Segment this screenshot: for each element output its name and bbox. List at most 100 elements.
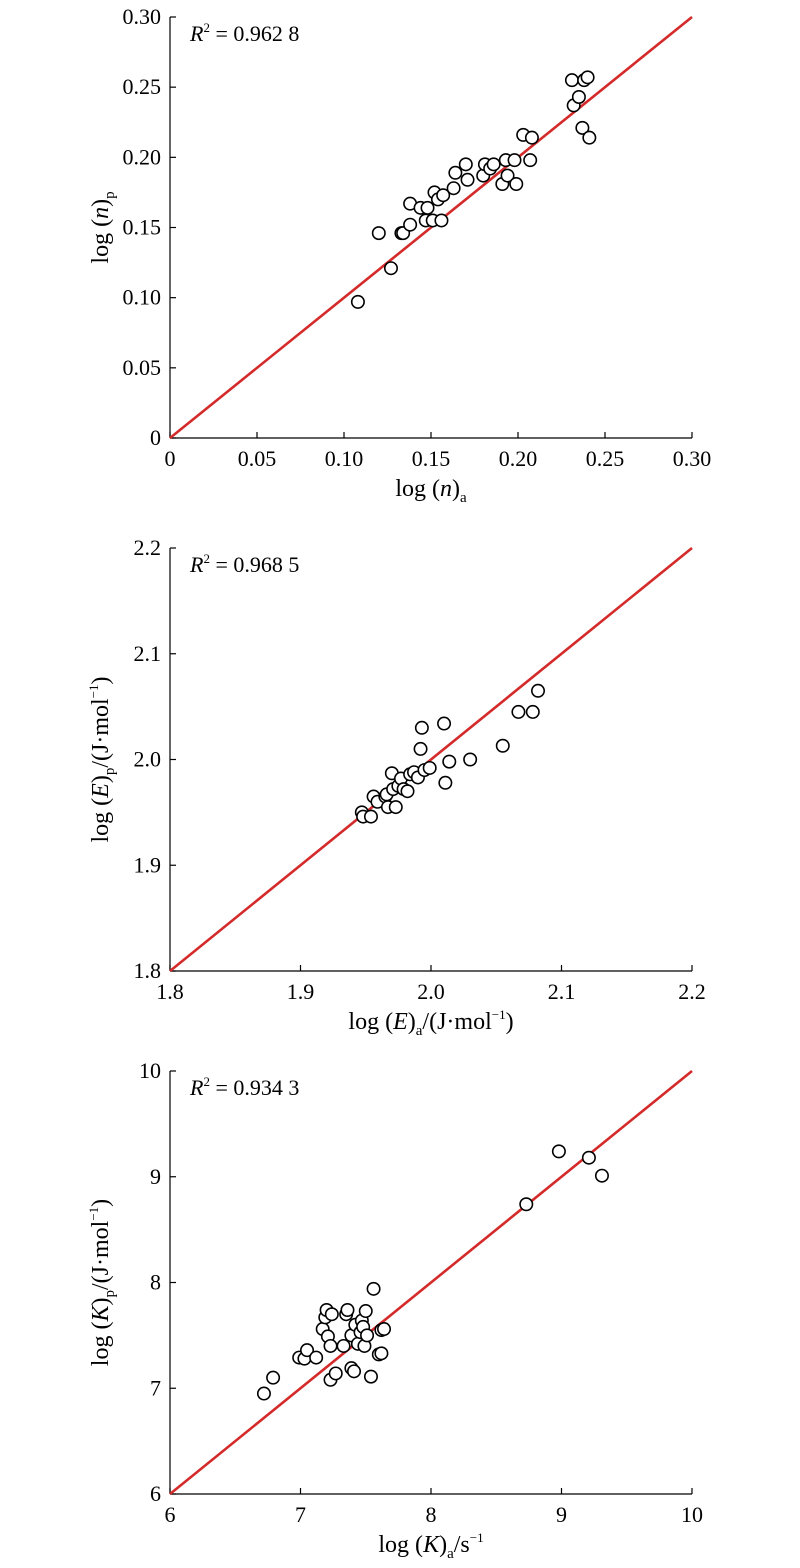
data-point <box>366 1281 381 1296</box>
data-point <box>486 157 501 172</box>
data-point <box>347 1364 362 1379</box>
x-tick-label: 0.15 <box>412 446 451 471</box>
x-axis-label: log (E)a/(J·mol−1) <box>348 1007 513 1039</box>
y-tick-label: 1.9 <box>134 852 162 877</box>
y-axis-label: log (K)p/(J·mol−1) <box>86 1199 118 1366</box>
data-point <box>328 1366 343 1381</box>
data-point <box>323 1338 338 1353</box>
data-point <box>388 800 403 815</box>
y-tick-label: 2.1 <box>134 641 162 666</box>
data-point <box>523 153 538 168</box>
data-point <box>358 1304 373 1319</box>
data-point <box>420 200 435 215</box>
x-tick-label: 0.05 <box>238 446 277 471</box>
y-axis-label: log (n)p <box>88 191 118 263</box>
x-tick-label: 10 <box>681 1502 703 1527</box>
y-axis-label: log (E)p/(J·mol−1) <box>86 676 118 842</box>
data-point <box>266 1370 281 1385</box>
x-tick-label: 8 <box>426 1502 437 1527</box>
fit-line <box>169 1069 693 1496</box>
y-tick-label: 0.05 <box>123 355 162 380</box>
data-point <box>524 130 539 145</box>
y-tick-label: 6 <box>150 1481 161 1506</box>
y-tick-label: 2.2 <box>134 535 162 560</box>
x-tick-label: 0.25 <box>586 446 625 471</box>
data-point <box>519 1197 534 1212</box>
fit-line <box>169 15 693 440</box>
x-tick-label: 0.30 <box>673 446 712 471</box>
y-tick-label: 10 <box>139 1058 161 1083</box>
y-tick-label: 9 <box>150 1164 161 1189</box>
x-axis-label: log (n)a <box>395 476 467 506</box>
r-squared-annotation: R2 = 0.968 5 <box>189 551 299 577</box>
x-axis-label: log (K)a/s−1 <box>378 1530 483 1562</box>
r-squared-annotation: R2 = 0.934 3 <box>189 1074 299 1100</box>
data-point <box>374 1346 389 1361</box>
data-point <box>460 172 475 187</box>
y-tick-label: 8 <box>150 1270 161 1295</box>
data-point <box>340 1302 355 1317</box>
y-tick-label: 0.10 <box>123 285 162 310</box>
data-point <box>500 168 515 183</box>
data-point <box>509 176 524 191</box>
data-point <box>575 120 590 135</box>
y-tick-label: 1.8 <box>134 958 162 983</box>
data-point <box>336 1338 351 1353</box>
data-point <box>507 153 522 168</box>
data-point <box>582 130 597 145</box>
data-point <box>442 754 457 769</box>
x-tick-label: 0 <box>165 446 176 471</box>
data-point <box>256 1386 271 1401</box>
chart-panel-1: 0 0.05 0.10 0.15 0.20 0.25 0.30 0 0.05 0.10 0.15 0.… <box>88 4 711 506</box>
x-tick-label: 1.8 <box>156 979 184 1004</box>
data-point <box>434 213 449 228</box>
y-tick-label: 0.20 <box>123 144 162 169</box>
fit-line <box>169 546 693 973</box>
data-point <box>360 1328 375 1343</box>
data-point <box>414 720 429 735</box>
data-point <box>446 181 461 196</box>
x-tick-label: 2.0 <box>417 979 445 1004</box>
data-point <box>324 1307 339 1322</box>
x-tick-label: 0.10 <box>325 446 364 471</box>
y-tick-label: 0 <box>150 425 161 450</box>
data-point <box>458 157 473 172</box>
data-point <box>531 683 546 698</box>
y-tick-label: 7 <box>150 1375 161 1400</box>
y-tick-label: 2.0 <box>134 747 162 772</box>
y-tick-label: 0.15 <box>123 215 162 240</box>
data-point <box>438 775 453 790</box>
data-point <box>413 741 428 756</box>
data-point <box>581 1150 596 1165</box>
x-tick-label: 2.2 <box>678 979 706 1004</box>
y-tick-label: 0.25 <box>123 74 162 99</box>
data-point <box>564 73 579 88</box>
data-point <box>422 760 437 775</box>
x-tick-label: 9 <box>556 1502 567 1527</box>
x-tick-label: 0.20 <box>499 446 538 471</box>
data-point <box>350 294 365 309</box>
x-tick-label: 1.9 <box>287 979 315 1004</box>
x-tick-label: 2.1 <box>548 979 576 1004</box>
data-point <box>309 1350 324 1365</box>
y-tick-label: 0.30 <box>123 4 162 29</box>
data-point <box>580 70 595 85</box>
data-point <box>363 809 378 824</box>
data-point <box>400 784 415 799</box>
chart-panel-3: 6 7 8 9 10 6 7 8 9 10 log (K)a/s−1 log (K)p/(J·mol−… <box>86 1058 703 1562</box>
chart-panel-2: 1.8 1.9 2.0 2.1 2.2 1.8 1.9 2.0 2.1 2.2 log (E)a/(… <box>86 535 706 1039</box>
x-tick-label: 7 <box>295 1502 306 1527</box>
data-point <box>371 226 386 241</box>
data-point <box>403 217 418 232</box>
data-point <box>511 704 526 719</box>
data-point <box>377 1322 392 1337</box>
data-point <box>363 1369 378 1384</box>
data-point <box>436 188 451 203</box>
data-point <box>495 738 510 753</box>
data-point <box>437 716 452 731</box>
data-point <box>551 1144 566 1159</box>
data-point <box>571 89 586 104</box>
x-tick-label: 6 <box>165 1502 176 1527</box>
data-point <box>525 704 540 719</box>
